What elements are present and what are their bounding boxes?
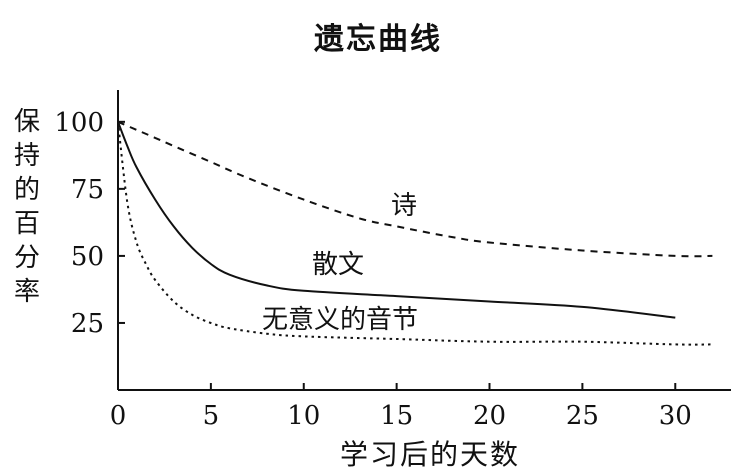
x-tick-label-20: 20 (473, 401, 506, 431)
x-tick-label-5: 5 (203, 401, 220, 431)
series-label-nonsense-syllables: 无意义的音节 (262, 305, 418, 335)
series-label-prose: 散文 (312, 250, 364, 280)
x-tick-label-10: 10 (287, 401, 320, 431)
x-tick-label-30: 30 (659, 401, 692, 431)
series-lines (117, 120, 713, 346)
x-tick-label-15: 15 (380, 401, 413, 431)
x-axis-label: 学习后的天数 (340, 438, 521, 471)
axes (117, 90, 731, 391)
ticks: 0 5 10 15 20 25 30 25 50 75 100 (54, 108, 691, 431)
y-tick-label-50: 50 (71, 242, 104, 272)
series-label-poem: 诗 (391, 191, 417, 221)
y-axis-label: 保持的百分率 (13, 107, 40, 307)
y-tick-label-100: 100 (54, 108, 104, 138)
y-tick-label-25: 25 (71, 309, 104, 339)
x-tick-label-0: 0 (110, 401, 127, 431)
chart-title: 遗忘曲线 (314, 22, 442, 57)
x-tick-label-25: 25 (566, 401, 599, 431)
y-tick-label-75: 75 (71, 175, 104, 205)
series-line-prose (117, 121, 676, 319)
series-line-poem (117, 120, 713, 258)
